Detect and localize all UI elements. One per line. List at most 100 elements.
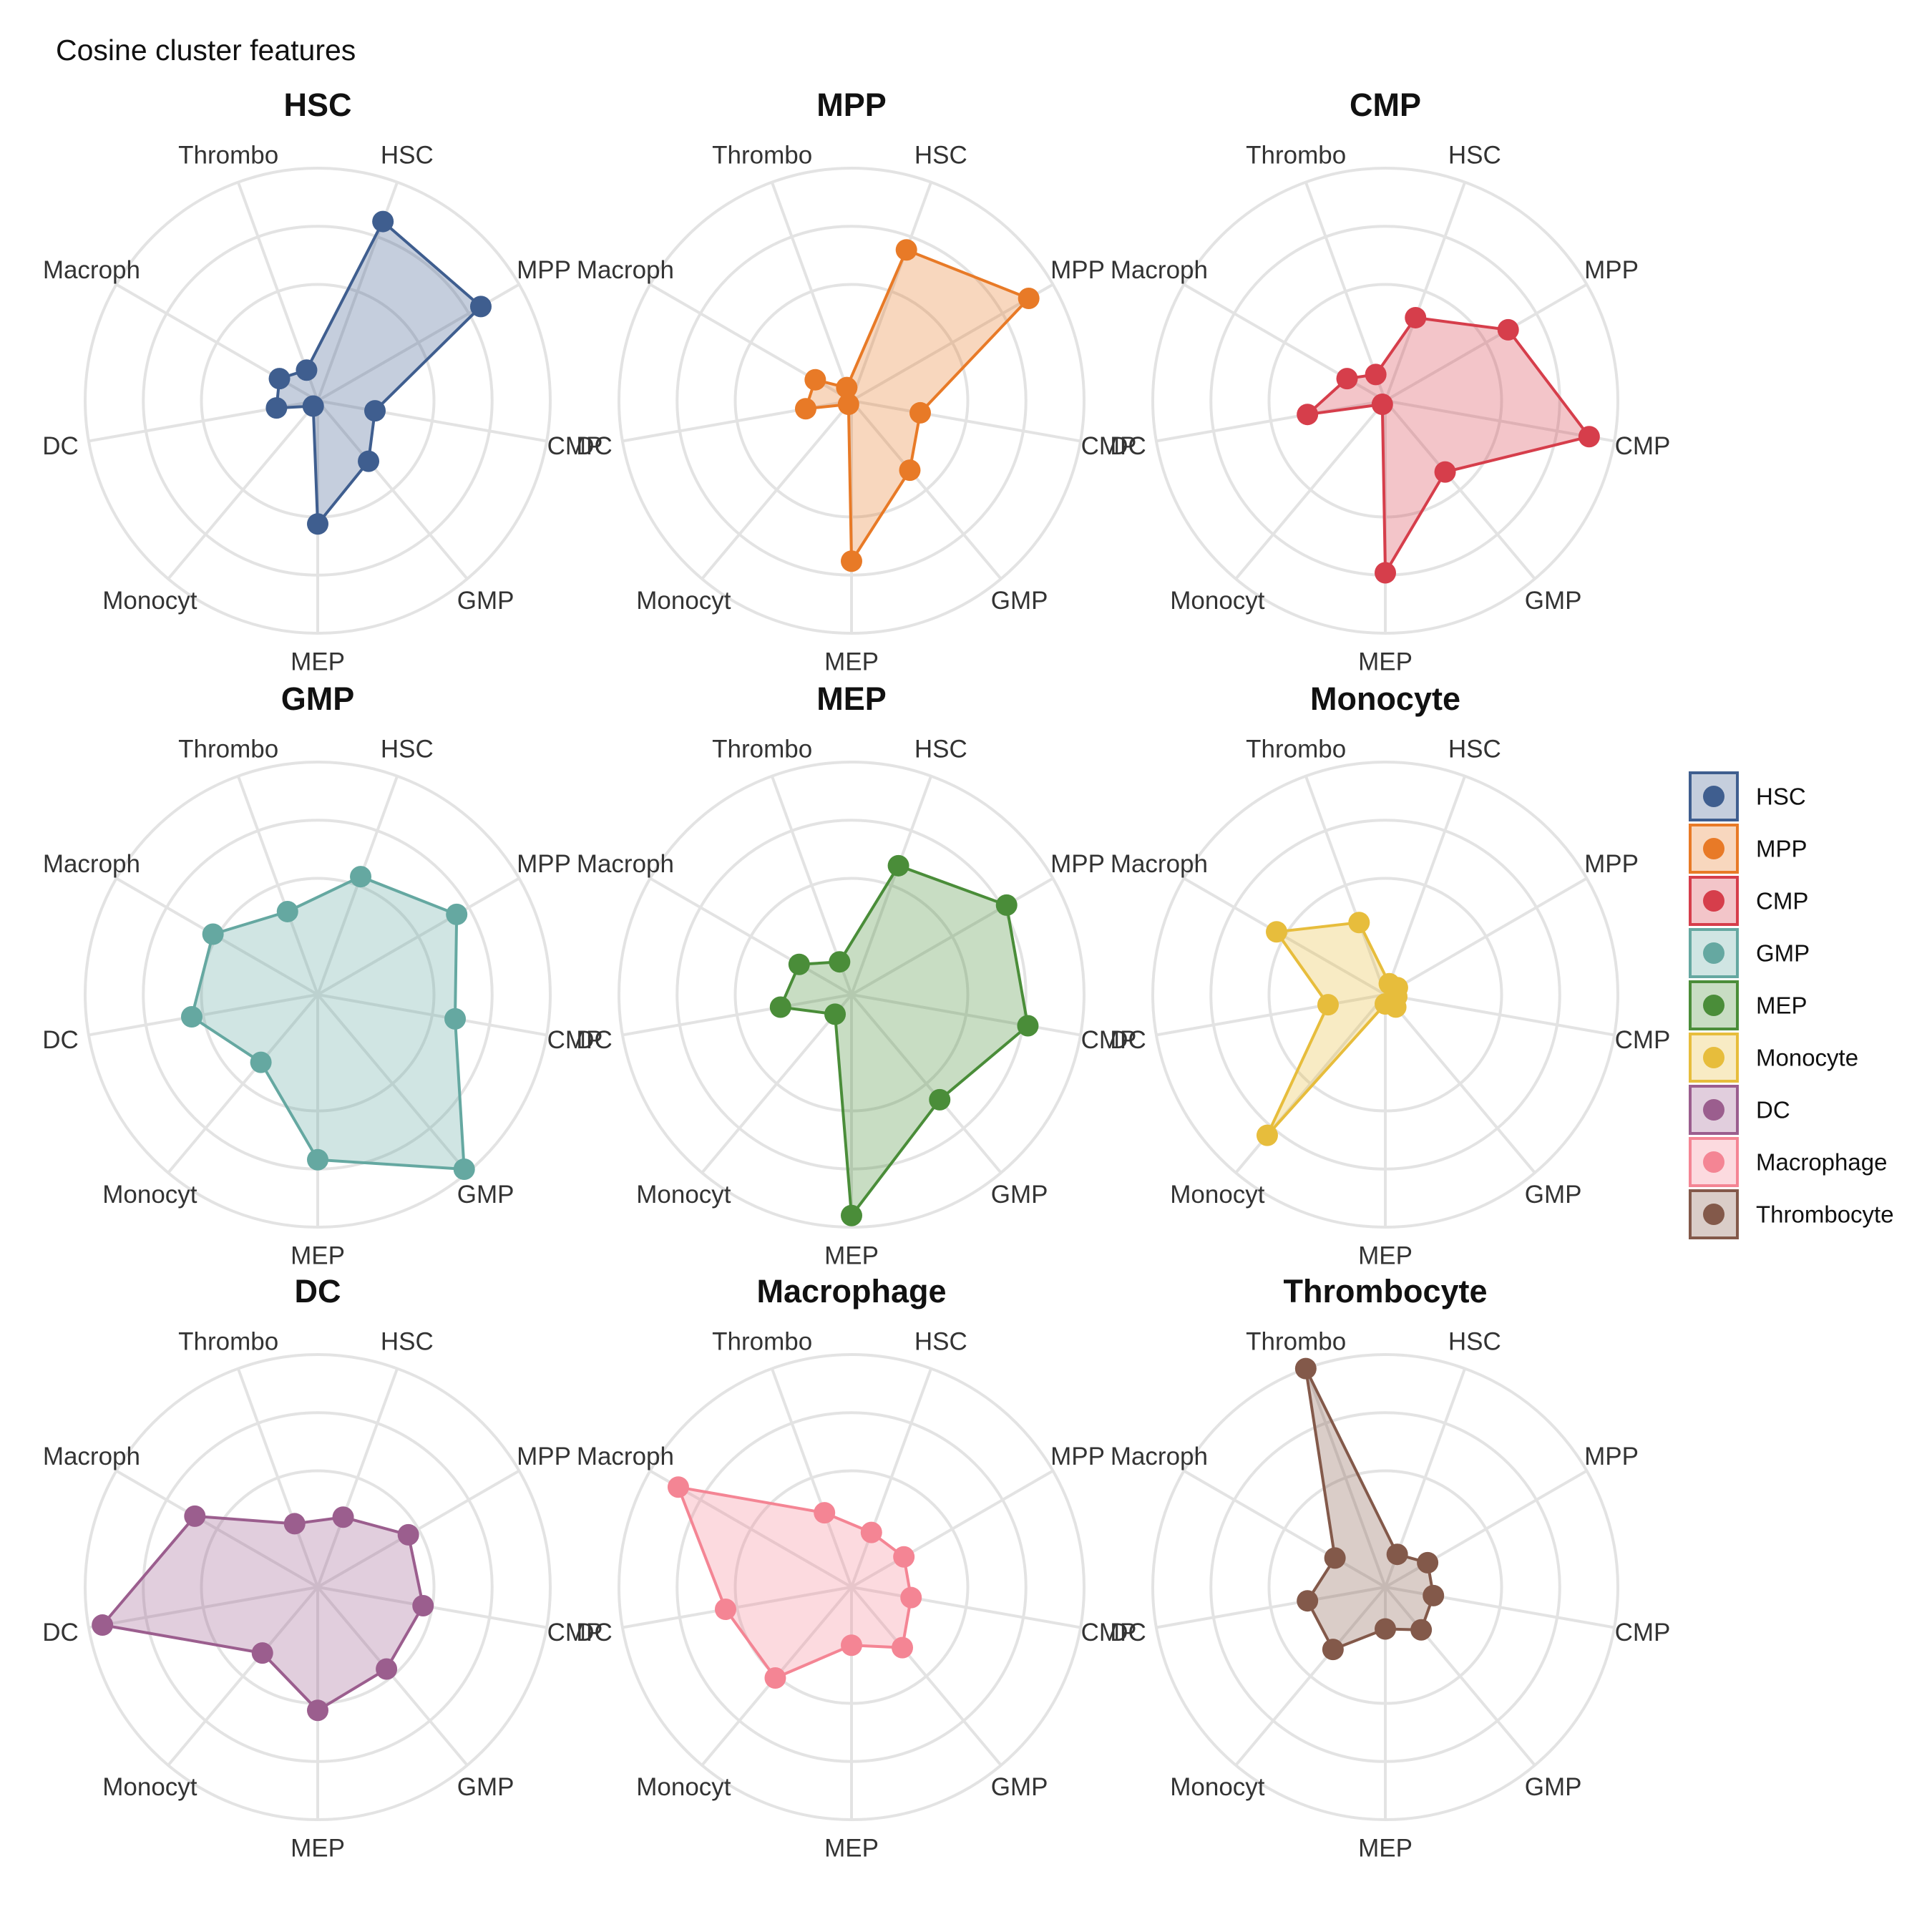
grid-spoke [317,399,547,443]
legend-swatch [1689,771,1739,821]
axis-label-mep: MEP [1358,1242,1413,1270]
data-point-cmp-gmp [1434,461,1456,483]
grid-spoke [316,877,520,996]
axis-label-mpp: MPP [517,850,571,878]
axis-label-cmp: CMP [1615,1619,1671,1646]
data-point-hsc-mep [307,513,328,535]
legend-item-cmp: CMP [1689,876,1808,926]
axis-label-gmp: GMP [457,1773,514,1801]
series-area-hsc [275,220,482,526]
data-point-thrombocyte-thrombo [1294,1357,1317,1380]
legend-item-mep: MEP [1689,980,1807,1030]
panel-title-macrophage: Macrophage [756,1273,946,1309]
legend-item-mpp: MPP [1689,824,1807,874]
axis-label-macroph: Macroph [1111,1443,1208,1470]
axis-label-monocyt: Monocyt [636,1181,731,1209]
axis-label-thrombo: Thrombo [712,142,812,170]
data-point-mep-dc [769,996,791,1018]
axis-label-hsc: HSC [914,736,967,763]
axis-label-gmp: GMP [991,1181,1048,1209]
axis-label-macroph: Macroph [43,1443,140,1470]
grid-spoke [316,1367,399,1588]
axis-label-gmp: GMP [457,1181,514,1209]
axis-label-mep: MEP [291,1835,345,1863]
axis-label-macroph: Macroph [577,1443,674,1470]
grid-spoke [850,1367,933,1588]
data-point-cmp-mpp [1497,318,1519,341]
data-point-hsc-hsc [372,210,394,233]
axis-label-mpp: MPP [1050,850,1105,878]
panel-title-dc: DC [295,1273,341,1309]
grid-spoke [851,993,1081,1037]
axis-label-thrombo: Thrombo [712,736,812,763]
axis-label-hsc: HSC [1448,1328,1501,1356]
data-point-cmp-monocyt [1371,393,1393,415]
data-point-macrophage-gmp [892,1636,914,1659]
data-point-dc-thrombo [283,1513,306,1535]
data-point-hsc-mpp [469,296,492,318]
legend-marker [1703,995,1724,1016]
grid-spoke [850,775,933,995]
data-point-dc-macroph [184,1505,206,1527]
axis-label-cmp: CMP [1615,432,1671,460]
axis-label-mpp: MPP [517,1443,571,1470]
legend-label: Monocyte [1756,1045,1858,1071]
grid-spoke [1384,181,1467,401]
grid-spoke [1385,993,1615,1037]
axis-label-macroph: Macroph [577,256,674,284]
legend-marker [1703,1151,1724,1173]
axis-label-gmp: GMP [1525,587,1582,615]
axis-label-dc: DC [576,1026,613,1054]
axis-label-thrombo: Thrombo [1246,1328,1346,1356]
legend-item-macrophage: Macrophage [1689,1137,1887,1187]
axis-label-dc: DC [1110,1619,1146,1646]
grid-spoke [88,1586,318,1629]
data-point-mep-cmp [1017,1015,1039,1037]
grid-spoke [1304,1367,1387,1588]
data-point-cmp-cmp [1578,426,1600,448]
data-point-macrophage-thrombo [814,1502,836,1524]
data-point-mpp-gmp [899,459,921,482]
data-point-thrombocyte-mpp [1417,1551,1439,1574]
data-point-dc-monocyt [251,1642,273,1664]
grid-spoke [167,399,319,580]
panel-title-cmp: CMP [1350,87,1421,123]
grid-spoke [770,1367,853,1588]
axis-label-dc: DC [1110,1026,1146,1054]
data-point-gmp-hsc [350,866,372,888]
radar-panel-cmp: HSCMPPCMPGMPMEPMonocytDCMacrophThromboCM… [1110,87,1670,676]
grid-spoke [316,399,469,580]
legend-label: HSC [1756,784,1806,810]
data-point-mep-monocyt [824,1003,847,1025]
axis-label-macroph: Macroph [43,256,140,284]
data-point-dc-dc [92,1614,114,1636]
data-point-mpp-macroph [804,369,826,391]
grid-spoke [167,1586,319,1767]
grid-spoke [850,399,1002,580]
axis-label-thrombo: Thrombo [1246,142,1346,170]
grid-spoke [115,1469,319,1589]
data-point-thrombocyte-gmp [1410,1619,1433,1641]
series-area-mep [779,864,1030,1217]
data-point-dc-hsc [332,1506,354,1528]
axis-label-monocyt: Monocyt [1170,1181,1265,1209]
grid-spoke [1304,775,1387,995]
grid-spoke [850,993,1002,1174]
radar-panel-dc: HSC MPP CMP GMP MEP Monocyt DC Macroph Thrombo DC [42,1273,602,1863]
axis-label-dc: DC [42,432,79,460]
axis-label-gmp: GMP [991,587,1048,615]
data-point-cmp-mep [1375,562,1396,584]
data-point-hsc-gmp [358,450,380,472]
grid-spoke [1384,399,1536,580]
data-point-cmp-hsc [1405,306,1427,328]
axis-label-dc: DC [576,1619,613,1646]
axis-label-hsc: HSC [914,1328,967,1356]
axis-label-hsc: HSC [381,142,434,170]
axis-label-macroph: Macroph [1111,850,1208,878]
grid-spoke [649,877,853,996]
grid-spoke [850,283,1054,402]
axis-label-mep: MEP [824,1242,879,1270]
grid-spoke [701,399,853,580]
grid-spoke [851,1586,1081,1629]
axis-label-hsc: HSC [1448,142,1501,170]
